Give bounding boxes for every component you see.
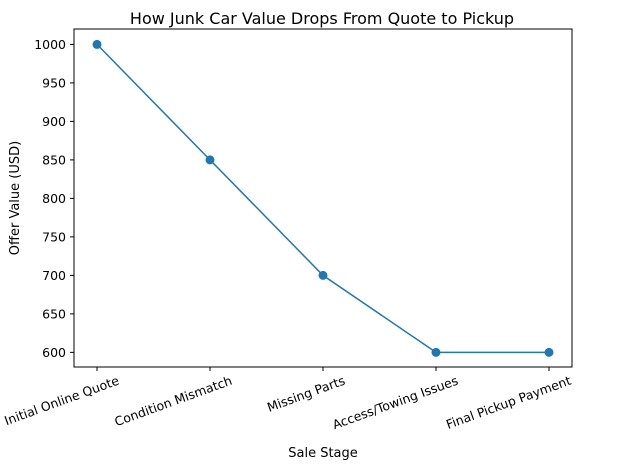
x-axis-label: Sale Stage (288, 446, 358, 461)
data-point (431, 347, 441, 357)
data-point (318, 270, 328, 280)
y-tick-label: 950 (42, 75, 66, 90)
x-tick-label: Initial Online Quote (2, 373, 121, 429)
y-tick-label: 650 (42, 306, 66, 321)
data-point (92, 39, 102, 49)
y-tick-label: 900 (42, 114, 66, 129)
data-point (205, 155, 215, 165)
x-tick-label: Access/Towing Issues (330, 373, 460, 432)
y-tick-label: 700 (42, 268, 66, 283)
y-tick-label: 850 (42, 152, 66, 167)
y-axis: 600 650 700 750 800 850 900 950 1000 (34, 37, 74, 360)
series-markers (92, 39, 554, 357)
plot-area (73, 28, 573, 368)
x-tick-label: Missing Parts (265, 373, 347, 415)
y-tick-label: 800 (42, 191, 66, 206)
y-tick-label: 600 (42, 345, 66, 360)
y-axis-label: Offer Value (USD) (8, 141, 23, 255)
x-tick-label: Final Pickup Payment (444, 373, 573, 432)
series-line (96, 43, 549, 354)
x-tick-label: Condition Mismatch (112, 373, 234, 429)
data-point (544, 347, 554, 357)
y-tick-label: 1000 (34, 37, 66, 52)
chart-title: How Junk Car Value Drops From Quote to P… (130, 9, 514, 28)
y-tick-label: 750 (42, 229, 66, 244)
